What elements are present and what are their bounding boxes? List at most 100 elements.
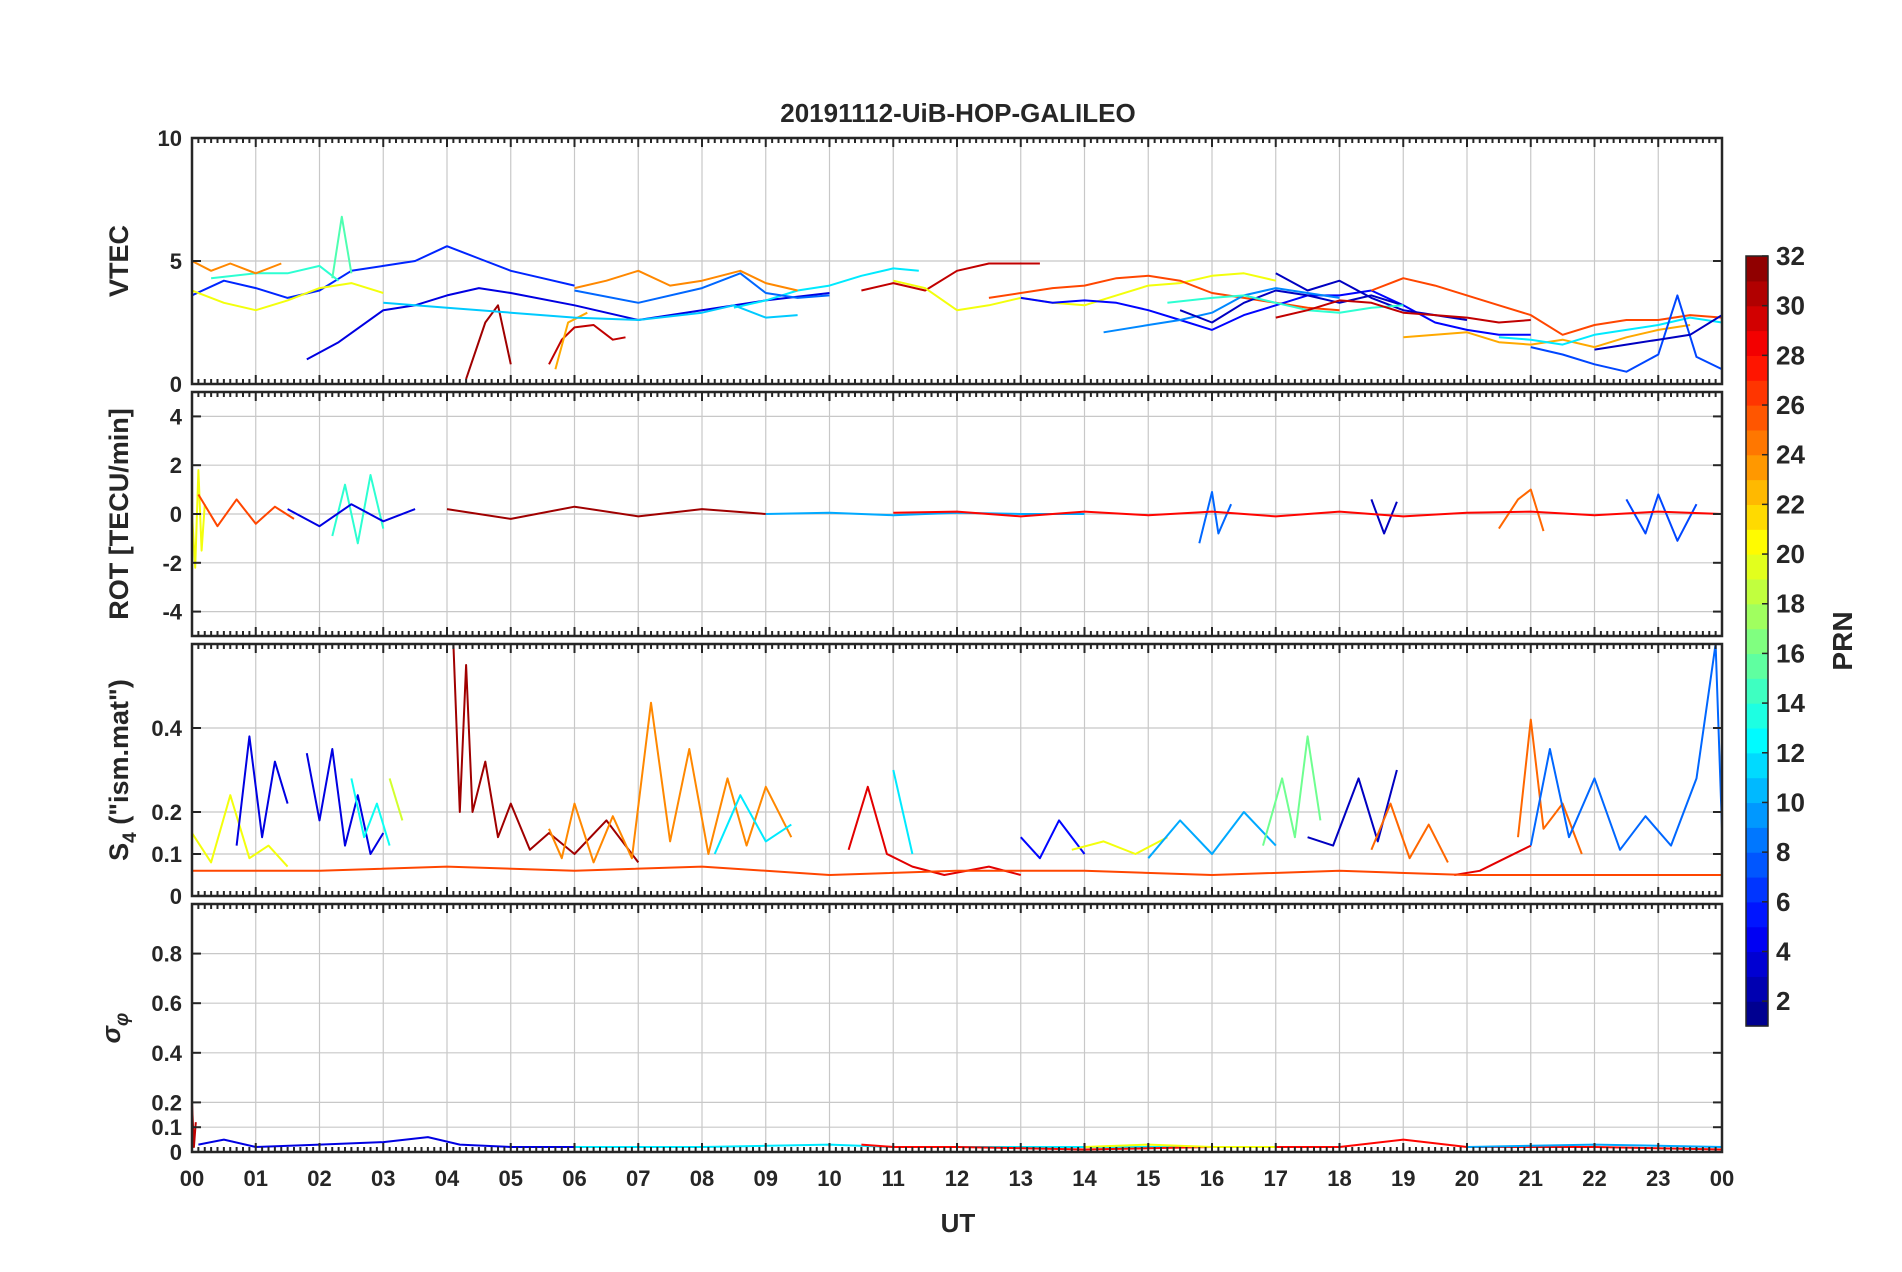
x-tick-label: 15 — [1136, 1166, 1160, 1191]
trace-prn-20 — [192, 282, 384, 312]
colorbar-segment — [1746, 603, 1768, 630]
trace-prn-25 — [1370, 802, 1449, 863]
x-tick-label: 03 — [371, 1166, 395, 1191]
trace-prn-12 — [892, 769, 914, 855]
y-tick-label: -4 — [162, 600, 182, 625]
trace-prn-8 — [1198, 491, 1233, 544]
x-tick-label: 08 — [690, 1166, 714, 1191]
trace-prn-7 — [1530, 294, 1722, 373]
trace-prn-9 — [1103, 287, 1340, 334]
x-tick-label: 21 — [1519, 1166, 1543, 1191]
colorbar-tick-label: 16 — [1776, 638, 1805, 668]
x-tick-label: 00 — [1710, 1166, 1734, 1191]
trace-prn-25 — [1517, 718, 1583, 855]
colorbar-segment — [1746, 951, 1768, 977]
colorbar-segment — [1746, 554, 1768, 580]
colorbar-segment — [1746, 380, 1768, 406]
colorbar-segment — [1746, 777, 1768, 804]
colorbar-segment — [1746, 628, 1768, 655]
y-axis-label: S4 ("ism.mat") — [104, 679, 141, 861]
trace-prn-25 — [1498, 488, 1545, 532]
colorbar-segment — [1746, 852, 1768, 878]
trace-prn-30 — [861, 262, 1040, 292]
trace-prn-23 — [1403, 324, 1691, 349]
trace-prn-3 — [1370, 499, 1398, 535]
trace-prn-14 — [331, 474, 385, 545]
y-tick-label: 0.6 — [151, 991, 182, 1016]
x-tick-label: 23 — [1646, 1166, 1670, 1191]
colorbar-segment — [1746, 703, 1768, 729]
colorbar-segment — [1746, 901, 1768, 928]
colorbar-segment — [1746, 802, 1768, 828]
panel-frame — [190, 642, 1724, 898]
y-tick-label: 0.1 — [151, 1115, 182, 1140]
y-tick-label: 0.8 — [151, 942, 182, 967]
colorbar-segment — [1746, 330, 1768, 356]
y-tick-label: 0.1 — [151, 842, 182, 867]
colorbar-label: PRN — [1827, 611, 1858, 670]
colorbar-segment — [1746, 504, 1768, 530]
y-tick-label: 0 — [170, 372, 182, 397]
colorbar-tick-label: 2 — [1776, 986, 1790, 1016]
colorbar-segment — [1746, 876, 1768, 903]
trace-prn-26 — [1371, 277, 1722, 336]
trace-prn-24 — [548, 701, 793, 864]
panel-frame — [190, 902, 1724, 1154]
panel-frame — [190, 136, 1724, 386]
x-tick-label: 12 — [945, 1166, 969, 1191]
trace-prn-4 — [287, 503, 416, 528]
x-axis-label: UT — [941, 1208, 976, 1238]
trace-prn-29 — [1454, 844, 1532, 876]
y-tick-label: 0 — [170, 1140, 182, 1165]
colorbar-segment — [1746, 305, 1768, 332]
trace-prn-12 — [733, 267, 919, 309]
trace-prn-30 — [548, 324, 626, 365]
trace-prn-4 — [305, 748, 385, 855]
trace-prn-14 — [210, 264, 340, 282]
x-tick-labels: 00 01 02 03 04 05 06 07 08 09 10 11 12 13 14 15 16 17 18 19… — [180, 1166, 1734, 1191]
trace-prn-24 — [192, 260, 282, 275]
trace-prn-15 — [331, 215, 353, 279]
trace-prn-6 — [192, 245, 575, 299]
colorbar-segment — [1746, 405, 1768, 431]
y-tick-label: 0.2 — [151, 1090, 182, 1115]
colorbar-tick-label: 32 — [1776, 241, 1805, 271]
colorbar-tick-label: 10 — [1776, 787, 1805, 817]
trace-prn-8 — [574, 272, 830, 304]
x-tick-label: 05 — [499, 1166, 523, 1191]
trace-prn-20 — [893, 272, 1277, 312]
trace-prn-24 — [574, 269, 798, 292]
colorbar-segment — [1746, 529, 1768, 555]
trace-prn-14 — [1167, 294, 1404, 314]
colorbar-tick-label: 4 — [1776, 936, 1791, 966]
colorbar-segment — [1746, 1001, 1768, 1027]
colorbar-tick-label: 12 — [1776, 738, 1805, 768]
colorbar-segment — [1746, 976, 1768, 1002]
colorbar-tick-label: 26 — [1776, 390, 1805, 420]
panel-sigma_phi: 00.10.2 0.4 0.6 0.8 σφ — [96, 902, 1724, 1165]
trace-prn-20 — [1084, 1143, 1276, 1148]
x-tick-label: 06 — [562, 1166, 586, 1191]
traces-rot — [192, 469, 1722, 569]
colorbar-segment — [1746, 827, 1768, 853]
trace-prn-11 — [383, 301, 798, 321]
trace-prn-5 — [1020, 819, 1086, 860]
y-tick-label: 4 — [170, 404, 183, 429]
colorbar-frame — [1745, 255, 1769, 1027]
x-tick-label: 01 — [244, 1166, 268, 1191]
trace-prn-4 — [306, 287, 830, 361]
traces-vtec — [192, 215, 1722, 380]
colorbar-segment — [1746, 429, 1768, 456]
x-tick-label: 16 — [1200, 1166, 1224, 1191]
x-tick-label: 18 — [1327, 1166, 1351, 1191]
y-axis-label: ROT [TECU/min] — [104, 408, 134, 619]
y-tick-label: 0.4 — [151, 1041, 182, 1066]
colorbar-segment — [1746, 752, 1768, 779]
trace-prn-10 — [765, 511, 1085, 517]
trace-prn-3 — [1307, 769, 1398, 847]
x-tick-label: 02 — [307, 1166, 331, 1191]
trace-prn-4 — [235, 735, 289, 846]
trace-prn-7 — [1625, 493, 1698, 542]
